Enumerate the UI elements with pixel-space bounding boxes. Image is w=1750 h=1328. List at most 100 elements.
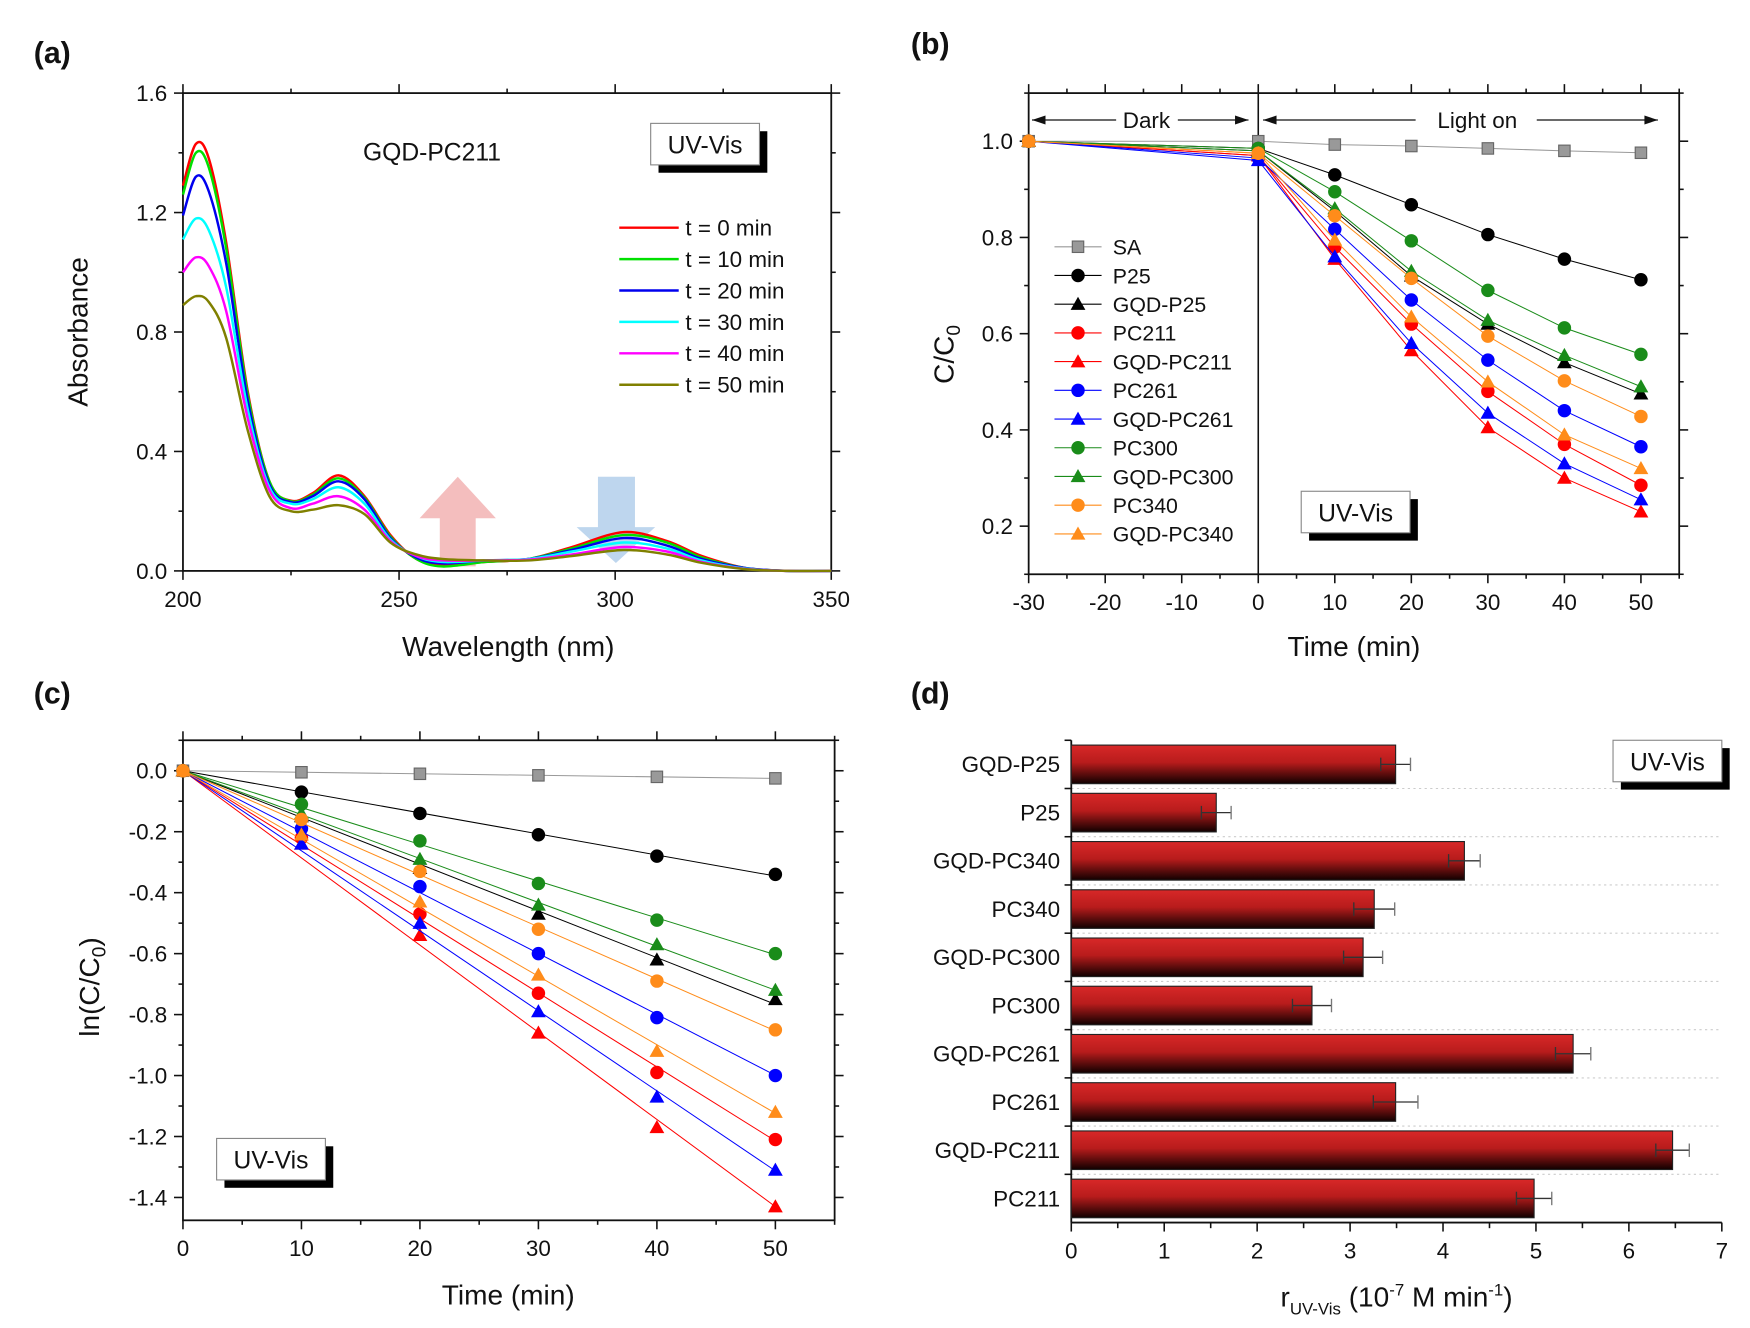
x-tick-label: 40 bbox=[644, 1236, 669, 1261]
legend-label: t = 10 min bbox=[685, 247, 784, 272]
category-label: GQD-PC300 bbox=[933, 945, 1060, 970]
data-point-PC261 bbox=[1557, 403, 1572, 418]
legend-label: PC340 bbox=[1113, 494, 1178, 518]
legend-label: GQD-PC261 bbox=[1113, 408, 1234, 432]
data-point-GQD-P25 bbox=[767, 991, 783, 1006]
data-point-GQD-P25 bbox=[1633, 386, 1649, 400]
xl-sub: UV-Vis bbox=[1290, 1300, 1341, 1319]
fit-line-GQD-P25 bbox=[182, 770, 776, 1005]
data-point-GQD-PC211 bbox=[1556, 470, 1572, 484]
legend-label: t = 30 min bbox=[685, 310, 784, 335]
annotation-box bbox=[650, 122, 761, 166]
data-point-PC300 bbox=[650, 913, 664, 927]
data-point-GQD-PC211 bbox=[531, 1025, 546, 1039]
data-point-GQD-PC211 bbox=[412, 927, 428, 942]
x-tick-label: 4 bbox=[1437, 1238, 1449, 1263]
y-tick-label: -1.0 bbox=[129, 1063, 168, 1088]
data-point-PC261 bbox=[1404, 293, 1419, 307]
xl-sup1: -7 bbox=[1389, 1280, 1404, 1299]
legend-label: PC211 bbox=[1113, 322, 1177, 346]
bar-PC211 bbox=[1070, 1178, 1535, 1219]
data-point-P25 bbox=[413, 806, 427, 821]
data-point-PC340 bbox=[1328, 209, 1342, 223]
legend-marker bbox=[1070, 354, 1086, 368]
data-point-PC261 bbox=[768, 1068, 783, 1083]
y-axis-label-b: C/C0 bbox=[929, 325, 966, 384]
data-point-GQD-PC211 bbox=[767, 1199, 783, 1213]
data-point-GQD-PC300 bbox=[1480, 312, 1496, 326]
data-point-PC300 bbox=[768, 946, 783, 961]
data-point-GQD-PC340 bbox=[531, 967, 546, 981]
x-tick-label: 0 bbox=[1065, 1238, 1077, 1263]
data-point-PC211 bbox=[768, 1132, 783, 1147]
fit-line-GQD-PC340 bbox=[182, 770, 776, 1114]
category-label: GQD-PC340 bbox=[933, 849, 1060, 874]
data-point-GQD-PC340 bbox=[649, 1043, 665, 1057]
data-point-GQD-PC211 bbox=[1633, 504, 1649, 518]
legend-label: t = 0 min bbox=[685, 216, 772, 241]
x-axis-label-a: Wavelength (nm) bbox=[402, 631, 614, 662]
fit-line-P25 bbox=[182, 770, 776, 877]
y-axis-label-c: ln(C/C0) bbox=[74, 937, 111, 1036]
x-tick-label: -20 bbox=[1089, 590, 1121, 615]
category-label: P25 bbox=[1020, 800, 1060, 825]
bar-GQD-PC261 bbox=[1070, 1033, 1574, 1074]
data-point-GQD-P25 bbox=[1556, 355, 1572, 369]
fit-line-PC300 bbox=[182, 770, 776, 956]
data-point-GQD-PC261 bbox=[767, 1162, 783, 1176]
data-point-PC340 bbox=[1634, 409, 1648, 424]
data-point-GQD-P25 bbox=[531, 906, 546, 920]
data-point-GQD-PC261 bbox=[1480, 405, 1496, 419]
data-point-GQD-PC300 bbox=[1556, 347, 1572, 362]
data-point-PC300 bbox=[1328, 185, 1342, 199]
data-point-GQD-PC261 bbox=[294, 836, 309, 850]
data-point-GQD-PC300 bbox=[649, 937, 665, 951]
data-point-GQD-PC261 bbox=[1556, 456, 1572, 470]
dark-region-label: Dark bbox=[1123, 108, 1171, 133]
annotation-box bbox=[1612, 739, 1723, 783]
legend-marker bbox=[1070, 526, 1086, 540]
data-point-GQD-PC340 bbox=[294, 827, 309, 841]
x-tick-label: 30 bbox=[1475, 590, 1500, 615]
data-point-GQD-PC261 bbox=[531, 1004, 546, 1018]
data-point-GQD-PC340 bbox=[767, 1104, 783, 1118]
bar-PC261 bbox=[1070, 1082, 1397, 1122]
y-tick-label: 1.6 bbox=[136, 81, 167, 106]
bar-GQD-P25 bbox=[1070, 744, 1397, 785]
data-point-GQD-PC300 bbox=[1633, 379, 1649, 393]
plot-frame bbox=[182, 739, 836, 1222]
data-point-PC261 bbox=[531, 946, 546, 961]
category-label: GQD-PC261 bbox=[933, 1042, 1060, 1067]
y-label-main: C/C bbox=[929, 336, 960, 384]
legend-label: PC300 bbox=[1113, 437, 1178, 461]
data-point-PC340 bbox=[1404, 271, 1419, 286]
legend-marker bbox=[1071, 498, 1085, 512]
data-point-GQD-PC211 bbox=[649, 1119, 665, 1134]
light-arrow-left-head bbox=[1263, 115, 1277, 125]
panel-a-absorbance-spectra: Wavelength (nm) Absorbance GQD-PC211 200… bbox=[63, 81, 850, 662]
data-point-GQD-PC261 bbox=[412, 915, 428, 929]
y-tick-label: 0.0 bbox=[136, 759, 167, 784]
data-point-PC300 bbox=[413, 834, 427, 848]
annotation-label: UV-Vis bbox=[234, 1148, 309, 1175]
y-tick-label: -0.8 bbox=[129, 1002, 168, 1027]
annotation-box bbox=[1300, 490, 1411, 534]
legend-label: t = 20 min bbox=[685, 278, 784, 303]
y-tick-label: 1.0 bbox=[982, 129, 1013, 154]
legend-marker bbox=[1071, 326, 1085, 340]
panel-c-ln-kinetics: Time (min) ln(C/C0) 0 10 20 30 40 50-1.4-1.2-… bbox=[74, 731, 844, 1310]
y-tick-label: 1.2 bbox=[136, 200, 167, 225]
data-point-GQD-PC211 bbox=[1480, 420, 1496, 434]
data-point-SA bbox=[413, 767, 427, 781]
fit-line-PC340 bbox=[182, 770, 776, 1032]
x-tick-label: 30 bbox=[526, 1236, 551, 1261]
category-label: GQD-P25 bbox=[962, 752, 1060, 777]
y-tick-label: 0.4 bbox=[136, 439, 167, 464]
xl-c: ) bbox=[1503, 1282, 1512, 1313]
x-tick-label: 6 bbox=[1623, 1238, 1635, 1263]
data-point-P25 bbox=[1328, 168, 1342, 182]
y-tick-label: 0.6 bbox=[982, 322, 1013, 347]
data-point-P25 bbox=[294, 785, 309, 799]
legend-label: SA bbox=[1113, 236, 1142, 260]
y-tick-label: 0.2 bbox=[982, 514, 1013, 539]
